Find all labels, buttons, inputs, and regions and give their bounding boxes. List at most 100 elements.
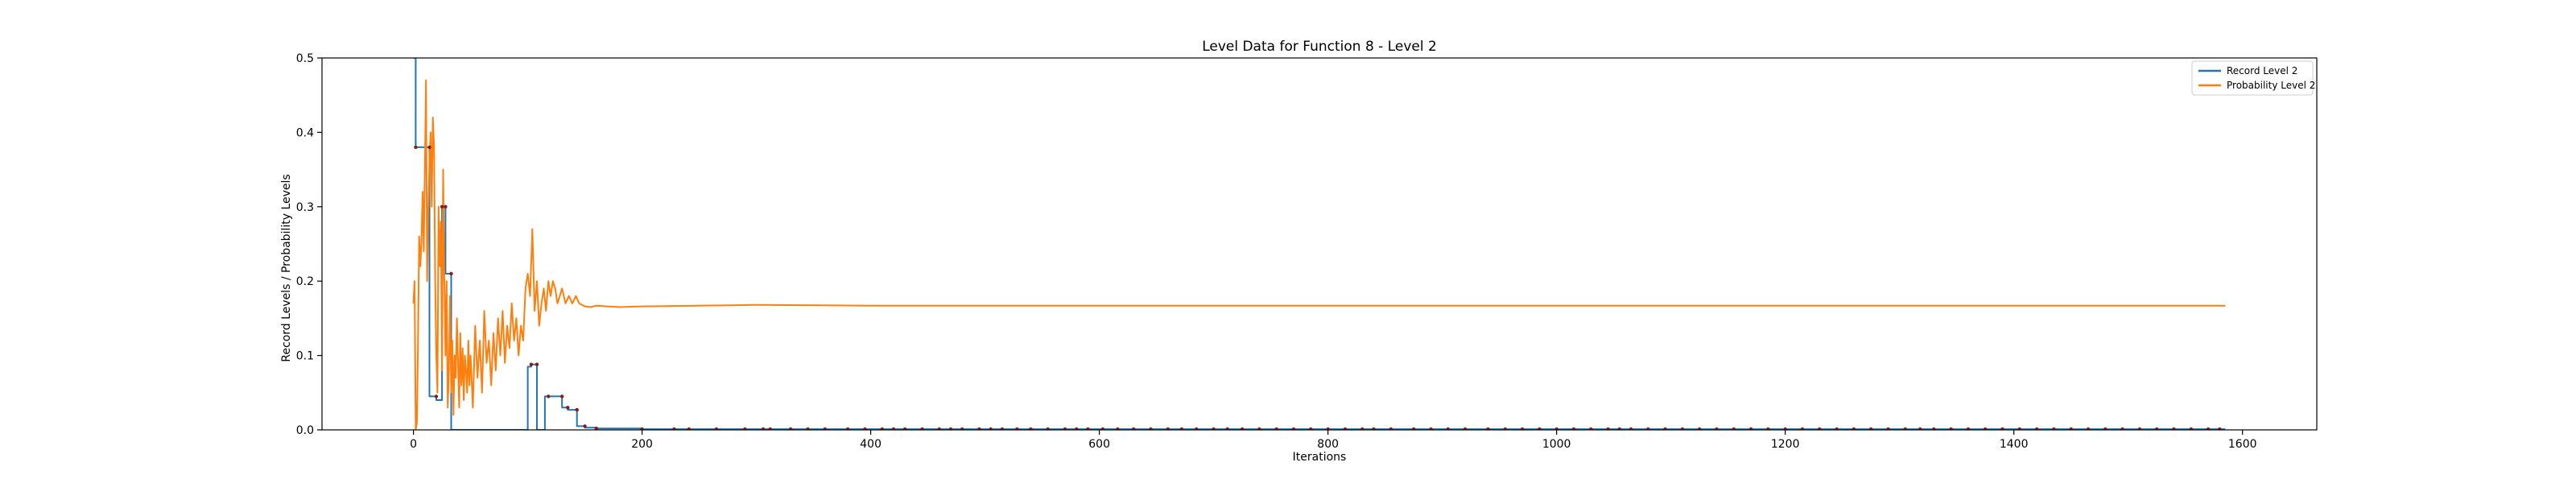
record-marker — [2155, 427, 2159, 430]
record-marker — [806, 427, 810, 430]
record-marker — [1429, 427, 1433, 430]
record-marker — [1212, 427, 1216, 430]
record-marker — [1086, 427, 1090, 430]
x-tick-label: 400 — [860, 438, 881, 451]
record-marker — [989, 427, 993, 430]
record-marker — [1149, 427, 1153, 430]
record-marker — [560, 394, 564, 398]
record-marker — [1932, 427, 1936, 430]
record-marker — [1503, 427, 1507, 430]
record-marker — [440, 204, 444, 208]
record-marker — [1326, 427, 1330, 430]
record-marker — [535, 362, 539, 366]
y-tick-label: 0.1 — [296, 350, 314, 363]
record-marker — [768, 427, 772, 430]
record-marker — [1046, 427, 1050, 430]
record-marker — [1800, 427, 1805, 430]
record-marker — [1538, 427, 1542, 430]
record-marker — [1663, 427, 1667, 430]
record-marker — [1715, 427, 1719, 430]
record-marker — [1748, 427, 1753, 430]
record-marker — [1571, 427, 1576, 430]
record-marker — [2120, 427, 2124, 430]
record-marker — [1606, 427, 1610, 430]
record-marker — [846, 427, 850, 430]
record-marker — [1835, 427, 1839, 430]
record-marker — [1195, 427, 1199, 430]
x-tick-label: 1400 — [2000, 438, 2029, 451]
record-marker — [1680, 427, 1685, 430]
record-marker — [1766, 427, 1770, 430]
x-axis-title: Iterations — [1293, 451, 1347, 464]
legend-box — [2191, 60, 2314, 96]
record-marker — [2069, 427, 2073, 430]
x-tick-label: 0 — [410, 438, 417, 451]
record-marker — [414, 145, 418, 150]
record-marker — [1274, 427, 1278, 430]
record-marker — [1000, 427, 1005, 430]
record-marker — [2206, 427, 2211, 430]
record-marker — [1291, 427, 1296, 430]
chart-title: Level Data for Function 8 - Level 2 — [1202, 39, 1437, 55]
record-marker — [714, 427, 719, 430]
record-marker — [1984, 427, 1988, 430]
record-marker — [444, 204, 448, 208]
record-marker — [743, 427, 747, 430]
record-marker — [903, 427, 907, 430]
record-marker — [1966, 427, 1971, 430]
record-marker — [977, 427, 981, 430]
record-marker — [2017, 427, 2021, 430]
plot-area: 0 200 400 600 800 1000 1200 1400 1600 0.0 0.1 0.2 0.… — [296, 52, 2318, 451]
record-marker — [640, 427, 644, 430]
record-marker — [1949, 427, 1953, 430]
record-marker — [1029, 427, 1033, 430]
record-marker — [2218, 427, 2222, 430]
record-marker — [2086, 427, 2091, 430]
record-marker — [2052, 427, 2056, 430]
x-tick-label: 200 — [631, 438, 653, 451]
record-marker — [2172, 427, 2176, 430]
record-marker — [1852, 427, 1856, 430]
record-marker — [1015, 427, 1019, 430]
record-marker — [1389, 427, 1393, 430]
record-marker — [920, 427, 924, 430]
record-marker — [823, 427, 827, 430]
record-marker — [1116, 427, 1120, 430]
record-marker — [1075, 427, 1079, 430]
record-marker — [1869, 427, 1873, 430]
series-line-probability — [412, 79, 2226, 430]
record-marker — [1412, 427, 1416, 430]
y-tick-label: 0.0 — [296, 424, 314, 437]
record-marker — [427, 145, 431, 150]
record-marker — [1698, 427, 1702, 430]
y-tick-label: 0.4 — [296, 126, 314, 139]
record-marker — [1257, 427, 1261, 430]
record-marker — [1646, 427, 1650, 430]
x-tick-label: 600 — [1088, 438, 1110, 451]
record-marker — [1343, 427, 1348, 430]
record-marker — [1360, 427, 1364, 430]
legend-label-record: Record Level 2 — [2227, 65, 2297, 76]
y-tick-label: 0.2 — [296, 275, 314, 288]
record-marker — [2103, 427, 2107, 430]
record-marker — [1617, 427, 1621, 430]
x-tick-label: 1200 — [1771, 438, 1800, 451]
record-marker — [937, 427, 941, 430]
record-marker — [1100, 427, 1105, 430]
record-marker — [2034, 427, 2039, 430]
legend: Record Level 2 Probability Level 2 — [2191, 60, 2315, 96]
record-marker — [761, 427, 766, 430]
record-marker — [863, 427, 867, 430]
record-marker — [960, 427, 964, 430]
record-marker — [1589, 427, 1593, 430]
record-marker — [1903, 427, 1907, 430]
axes-frame — [321, 57, 2318, 431]
record-marker — [948, 427, 953, 430]
y-tick-label: 0.5 — [296, 52, 314, 65]
record-marker — [547, 394, 551, 398]
record-marker — [566, 406, 570, 410]
record-marker — [1372, 427, 1376, 430]
record-marker — [434, 394, 439, 398]
